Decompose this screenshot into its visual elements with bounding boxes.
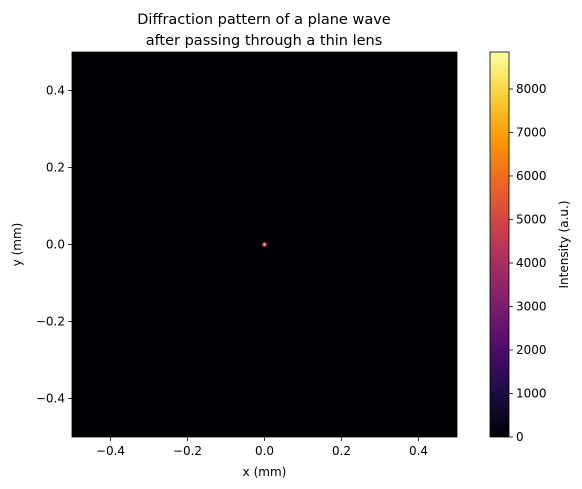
y-axis-label: y (mm) (10, 223, 24, 267)
colorbar-tick-label: 5000 (516, 212, 547, 226)
colorbar-label: Intensity (a.u.) (557, 201, 571, 289)
x-axis-label: x (mm) (243, 465, 287, 479)
x-tick-label: 0.4 (409, 444, 428, 458)
colorbar-tick-label: 7000 (516, 125, 547, 139)
colorbar-tick-label: 2000 (516, 343, 547, 357)
intensity-peak (261, 241, 268, 248)
colorbar (489, 51, 510, 438)
colorbar-tick-label: 6000 (516, 169, 547, 183)
x-tick-label: 0.2 (332, 444, 351, 458)
x-tick-label: 0.0 (255, 444, 274, 458)
y-tick-label: −0.2 (36, 315, 65, 329)
y-tick-label: −0.4 (36, 392, 65, 406)
y-axis: −0.4 −0.2 0.0 0.2 0.4 (36, 84, 72, 406)
colorbar-tick-label: 3000 (516, 299, 547, 313)
x-tick-label: −0.4 (96, 444, 125, 458)
x-axis: −0.4 −0.2 0.0 0.2 0.4 (96, 437, 428, 458)
y-tick-label: 0.0 (46, 238, 65, 252)
colorbar-tick-label: 8000 (516, 82, 547, 96)
colorbar-tick-label: 0 (516, 430, 524, 444)
y-tick-label: 0.4 (46, 84, 65, 98)
colorbar-axis: 0 1000 2000 3000 4000 5000 6000 7000 8000 (509, 82, 547, 444)
chart-title-line-2: after passing through a thin lens (146, 33, 383, 49)
x-tick-label: −0.2 (173, 444, 202, 458)
colorbar-tick-label: 4000 (516, 256, 547, 270)
colorbar-tick-label: 1000 (516, 386, 547, 400)
chart-title-line-1: Diffraction pattern of a plane wave (137, 12, 391, 28)
y-tick-label: 0.2 (46, 161, 65, 175)
